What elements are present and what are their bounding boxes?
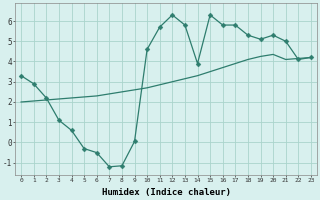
X-axis label: Humidex (Indice chaleur): Humidex (Indice chaleur) [101,188,230,197]
